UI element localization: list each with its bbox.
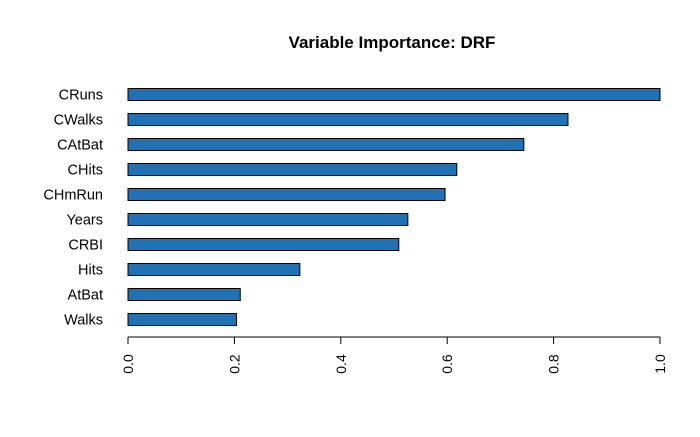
bars-layer	[127, 88, 661, 326]
bar-atbat	[127, 288, 241, 301]
bar-catbat	[127, 138, 525, 151]
category-label-cwalks: CWalks	[54, 113, 103, 129]
category-label-years: Years	[66, 213, 103, 229]
bar-years	[127, 213, 409, 226]
bar-walks	[127, 313, 238, 326]
category-labels-layer: CRuns CWalks CAtBat CHits CHmRun Years CRBI Hit…	[43, 88, 103, 329]
category-label-crbi: CRBI	[68, 238, 103, 254]
category-label-atbat: AtBat	[68, 288, 103, 304]
category-label-catbat: CAtBat	[57, 138, 103, 154]
bar-cwalks	[127, 113, 569, 126]
category-label-walks: Walks	[64, 313, 103, 329]
category-label-cruns: CRuns	[59, 88, 103, 104]
bar-hits	[127, 263, 301, 276]
category-label-hits: Hits	[78, 263, 103, 279]
x-tick-label: 0.8	[546, 354, 562, 374]
bar-chits	[127, 163, 458, 176]
x-tick-label: 0.6	[439, 354, 455, 374]
x-tick-label: 1.0	[652, 354, 668, 374]
x-tick-label: 0.0	[120, 354, 136, 374]
bar-cruns	[127, 88, 661, 101]
category-label-chits: CHits	[68, 163, 103, 179]
x-axis: 0.0 0.2 0.4 0.6 0.8 1.0	[120, 336, 668, 374]
bar-crbi	[127, 238, 400, 251]
x-tick-label: 0.4	[333, 354, 349, 374]
bar-chmrun	[127, 188, 446, 201]
category-label-chmrun: CHmRun	[43, 188, 103, 204]
x-tick-label: 0.2	[226, 354, 242, 374]
chart-title: Variable Importance: DRF	[289, 33, 496, 52]
